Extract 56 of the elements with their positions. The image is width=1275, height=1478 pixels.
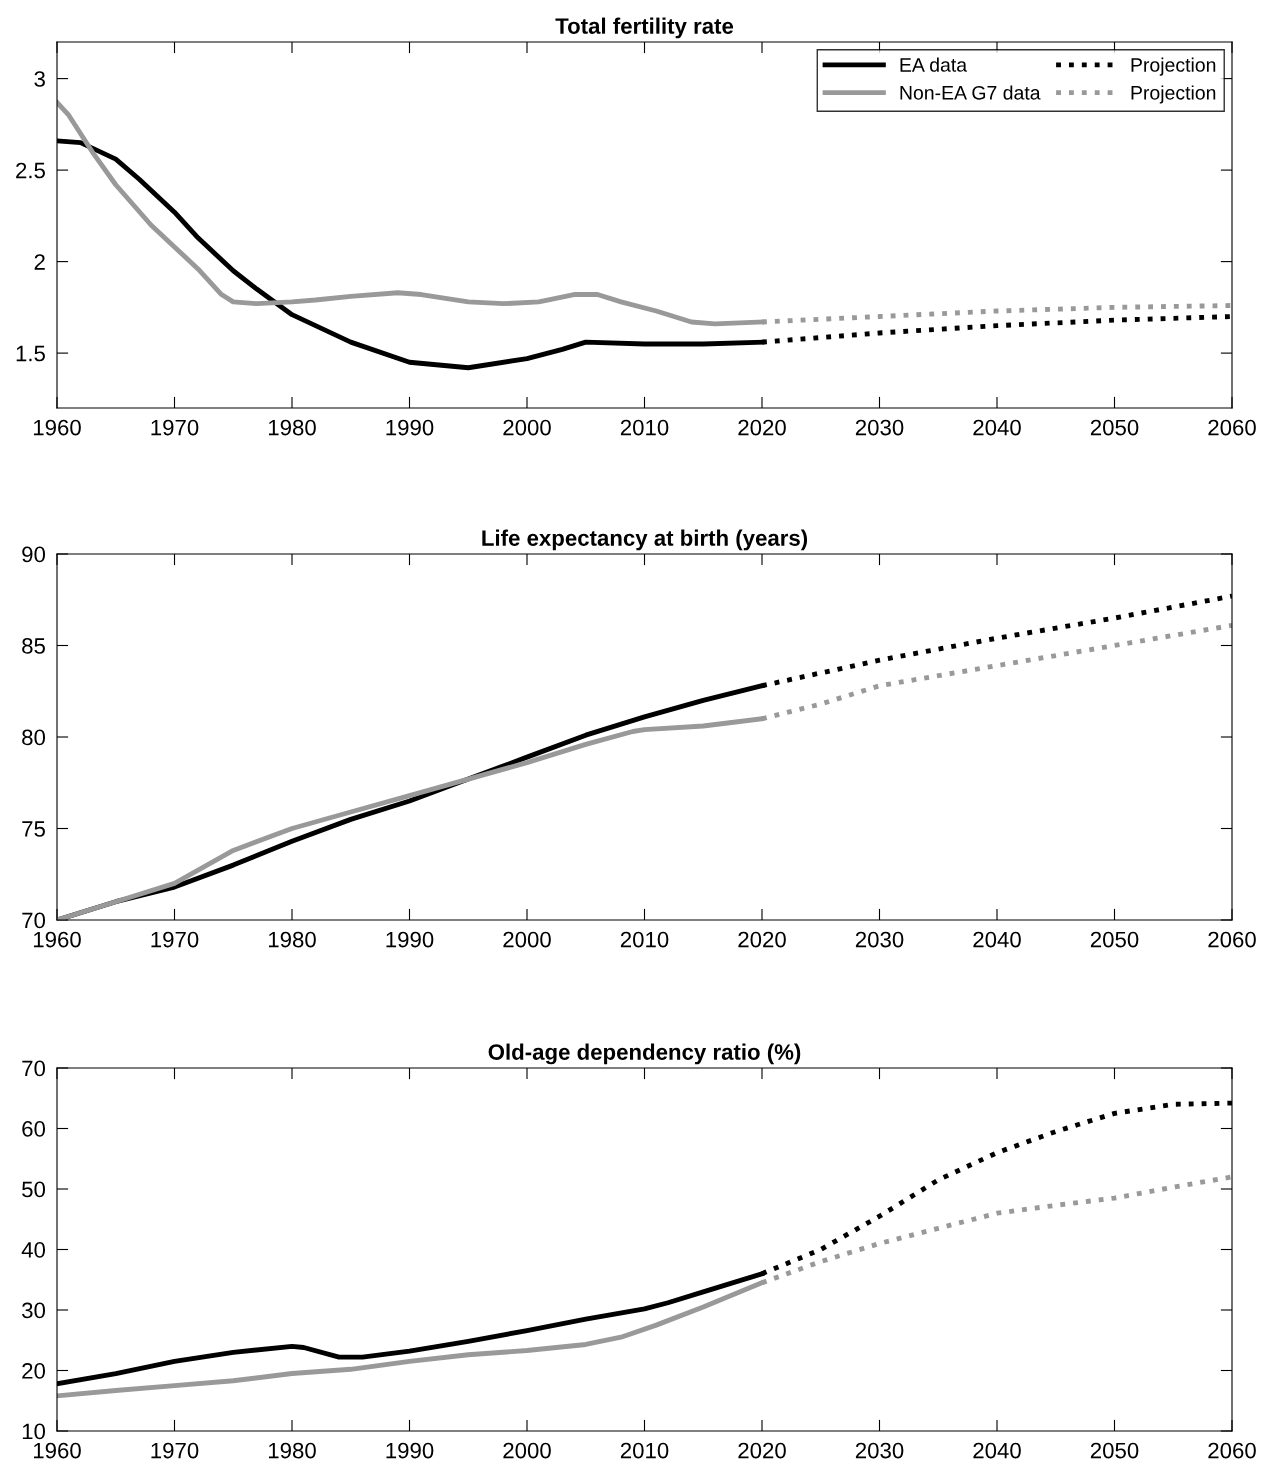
x-tick-label: 2010 xyxy=(620,931,669,948)
y-tick-label: 90 xyxy=(22,546,46,563)
x-tick-label: 1990 xyxy=(386,419,434,436)
y-tick-label: 40 xyxy=(21,1242,46,1258)
x-tick-label: 2020 xyxy=(738,1442,786,1459)
x-tick-label: 2050 xyxy=(1090,419,1139,436)
legend-label: Projection xyxy=(1131,85,1216,104)
y-tick-label: 85 xyxy=(22,638,45,654)
y-tick-label: 30 xyxy=(22,1302,46,1319)
x-tick-label: 2000 xyxy=(503,419,551,436)
legend-label: EA data xyxy=(900,57,968,72)
x-tick-label: 2060 xyxy=(1208,931,1256,948)
y-tick-label: 50 xyxy=(22,1181,46,1198)
x-tick-label: 2020 xyxy=(738,931,786,948)
x-tick-label: 1980 xyxy=(268,1442,316,1459)
x-tick-label: 2040 xyxy=(973,419,1021,436)
y-tick-label: 10 xyxy=(22,1423,46,1440)
x-tick-label: 2010 xyxy=(620,419,669,436)
x-tick-label: 2030 xyxy=(855,419,904,436)
x-tick-label: 2050 xyxy=(1090,931,1139,948)
x-tick-label: 1970 xyxy=(151,1442,199,1459)
x-tick-label: 1990 xyxy=(386,1442,434,1459)
x-tick-label: 2060 xyxy=(1208,419,1256,436)
y-tick-label: 80 xyxy=(22,729,46,746)
legend-label: Non-EA G7 data xyxy=(900,85,1041,100)
x-tick-label: 2000 xyxy=(503,931,551,948)
x-tick-label: 1990 xyxy=(386,931,434,948)
x-tick-label: 2020 xyxy=(738,419,786,436)
y-tick-label: 2.5 xyxy=(16,162,45,179)
x-tick-label: 1960 xyxy=(33,419,81,436)
x-tick-label: 1970 xyxy=(151,419,199,436)
y-tick-label: 70 xyxy=(22,1060,46,1077)
y-tick-label: 60 xyxy=(22,1121,46,1137)
y-tick-label: 20 xyxy=(22,1363,46,1379)
x-tick-label: 1960 xyxy=(33,931,81,948)
y-tick-label: 3 xyxy=(34,71,45,87)
x-tick-label: 1970 xyxy=(151,931,199,948)
x-tick-label: 2040 xyxy=(973,931,1021,948)
x-tick-label: 2040 xyxy=(973,1442,1021,1459)
x-tick-label: 2000 xyxy=(503,1442,551,1459)
y-tick-label: 2 xyxy=(34,254,45,270)
x-tick-label: 2050 xyxy=(1090,1442,1139,1459)
legend-label: Projection xyxy=(1131,57,1216,76)
chart-title: Old-age dependency ratio (%) xyxy=(488,1043,801,1065)
x-tick-label: 2030 xyxy=(855,1442,904,1459)
x-tick-label: 1960 xyxy=(33,1442,81,1459)
x-tick-label: 1980 xyxy=(268,931,316,948)
chart-title: Total fertility rate xyxy=(555,17,734,39)
x-tick-label: 1980 xyxy=(268,419,316,436)
x-tick-label: 2010 xyxy=(620,1442,669,1459)
x-tick-label: 2060 xyxy=(1208,1442,1256,1459)
y-tick-label: 75 xyxy=(22,821,45,837)
y-tick-label: 70 xyxy=(22,912,46,929)
y-tick-label: 1.5 xyxy=(16,345,45,362)
chart-title: Life expectancy at birth (years) xyxy=(482,529,808,551)
x-tick-label: 2030 xyxy=(855,931,904,948)
